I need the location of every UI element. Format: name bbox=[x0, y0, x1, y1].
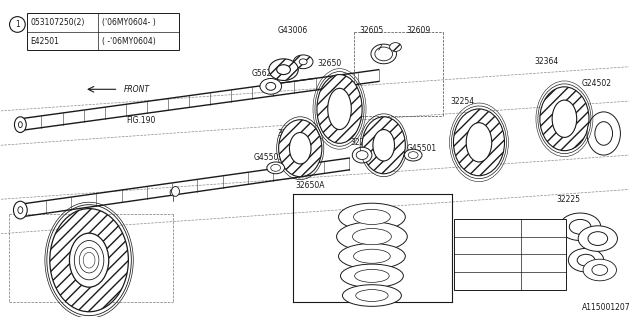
Ellipse shape bbox=[356, 290, 388, 301]
Ellipse shape bbox=[266, 83, 276, 90]
Ellipse shape bbox=[570, 220, 591, 234]
Text: FRONT: FRONT bbox=[124, 85, 150, 94]
Ellipse shape bbox=[371, 44, 397, 64]
Ellipse shape bbox=[74, 241, 104, 280]
Ellipse shape bbox=[15, 117, 26, 132]
Ellipse shape bbox=[317, 75, 362, 143]
Ellipse shape bbox=[83, 252, 95, 268]
Ellipse shape bbox=[355, 269, 389, 282]
Text: G56202: G56202 bbox=[252, 69, 282, 78]
Ellipse shape bbox=[340, 264, 403, 288]
Ellipse shape bbox=[352, 147, 372, 163]
Text: ( -'06MY0604): ( -'06MY0604) bbox=[102, 37, 156, 46]
Ellipse shape bbox=[271, 164, 280, 171]
Ellipse shape bbox=[356, 151, 368, 159]
Text: D072033: D072033 bbox=[458, 276, 492, 285]
Bar bbox=[28, 13, 179, 50]
Text: E42501: E42501 bbox=[30, 37, 59, 46]
Text: ('06MY0604- ): ('06MY0604- ) bbox=[102, 18, 156, 27]
Ellipse shape bbox=[342, 285, 401, 306]
Ellipse shape bbox=[577, 254, 595, 266]
Ellipse shape bbox=[18, 207, 23, 213]
Ellipse shape bbox=[170, 189, 175, 196]
Text: 32650: 32650 bbox=[317, 59, 341, 68]
Ellipse shape bbox=[454, 109, 504, 176]
Ellipse shape bbox=[353, 249, 390, 263]
Ellipse shape bbox=[13, 201, 28, 219]
Ellipse shape bbox=[375, 47, 392, 61]
Ellipse shape bbox=[353, 209, 390, 225]
Text: t=0.30: t=0.30 bbox=[525, 241, 552, 250]
Ellipse shape bbox=[79, 247, 99, 273]
Text: 1: 1 bbox=[15, 20, 20, 29]
Ellipse shape bbox=[592, 265, 607, 276]
Ellipse shape bbox=[404, 149, 422, 161]
Text: C64501: C64501 bbox=[539, 234, 568, 243]
Text: 32364: 32364 bbox=[534, 57, 558, 66]
Ellipse shape bbox=[588, 232, 607, 245]
Ellipse shape bbox=[328, 88, 351, 130]
Ellipse shape bbox=[293, 55, 313, 69]
Ellipse shape bbox=[583, 259, 616, 281]
Ellipse shape bbox=[390, 43, 401, 52]
Ellipse shape bbox=[587, 112, 620, 155]
Ellipse shape bbox=[578, 226, 618, 251]
Ellipse shape bbox=[337, 222, 407, 251]
Text: 32231: 32231 bbox=[278, 129, 301, 138]
Text: 32605: 32605 bbox=[359, 26, 383, 35]
Ellipse shape bbox=[172, 187, 179, 196]
Text: 32254: 32254 bbox=[451, 97, 475, 106]
Text: t=0.60: t=0.60 bbox=[525, 276, 552, 285]
Text: G45501: G45501 bbox=[406, 144, 436, 153]
Ellipse shape bbox=[408, 152, 418, 158]
Text: 053107250(2): 053107250(2) bbox=[30, 18, 84, 27]
Ellipse shape bbox=[353, 228, 392, 245]
Text: t=0.15: t=0.15 bbox=[525, 223, 552, 232]
Ellipse shape bbox=[276, 65, 291, 75]
Ellipse shape bbox=[289, 132, 311, 164]
Ellipse shape bbox=[269, 59, 298, 80]
Text: 1: 1 bbox=[173, 189, 177, 194]
Text: 32225: 32225 bbox=[557, 195, 580, 204]
Ellipse shape bbox=[595, 122, 612, 145]
Ellipse shape bbox=[300, 59, 307, 65]
Text: A115001207: A115001207 bbox=[582, 303, 631, 312]
Text: 32609: 32609 bbox=[406, 26, 431, 35]
Ellipse shape bbox=[50, 209, 129, 312]
Ellipse shape bbox=[373, 130, 394, 161]
Text: G45501: G45501 bbox=[254, 153, 284, 162]
Text: 32650A: 32650A bbox=[295, 181, 325, 190]
Bar bbox=[454, 219, 566, 290]
Text: D072032: D072032 bbox=[458, 259, 492, 268]
Ellipse shape bbox=[466, 123, 492, 162]
Ellipse shape bbox=[278, 120, 322, 177]
Text: 32229: 32229 bbox=[81, 242, 105, 251]
Text: 32258: 32258 bbox=[372, 122, 396, 131]
Ellipse shape bbox=[559, 213, 601, 241]
Ellipse shape bbox=[70, 233, 109, 287]
Text: FIG.190: FIG.190 bbox=[127, 116, 156, 125]
Ellipse shape bbox=[568, 248, 604, 272]
Text: G43006: G43006 bbox=[278, 26, 308, 35]
Ellipse shape bbox=[339, 244, 405, 269]
Ellipse shape bbox=[362, 117, 405, 174]
Ellipse shape bbox=[540, 87, 589, 151]
Text: D072031: D072031 bbox=[458, 241, 492, 250]
Ellipse shape bbox=[19, 122, 22, 128]
Ellipse shape bbox=[552, 100, 577, 137]
Ellipse shape bbox=[267, 162, 285, 174]
Text: D07203: D07203 bbox=[458, 223, 488, 232]
Ellipse shape bbox=[260, 78, 282, 94]
Text: G24502: G24502 bbox=[582, 79, 612, 88]
Text: 32251: 32251 bbox=[350, 138, 374, 147]
Text: t=0.45: t=0.45 bbox=[525, 259, 552, 268]
Ellipse shape bbox=[339, 203, 405, 231]
